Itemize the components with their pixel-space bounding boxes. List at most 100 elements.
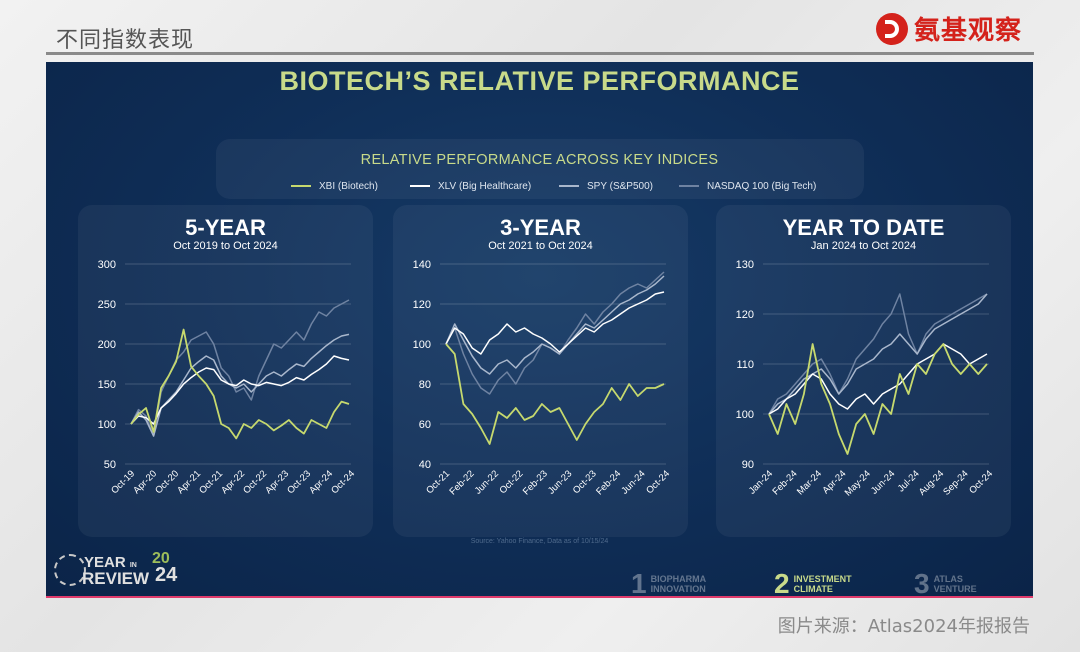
y-tick-label: 130 [736, 259, 754, 271]
slide-title: BIOTECH’S RELATIVE PERFORMANCE [279, 66, 800, 96]
legend-label: XBI (Biotech) [319, 180, 378, 192]
chart-subtitle: Jan 2024 to Oct 2024 [810, 240, 917, 252]
year-in-review-icon [54, 554, 86, 586]
chart-ytd: 90100110120130Jan-24Feb-24Mar-24Apr-24Ma… [736, 259, 995, 499]
x-tick-label: Mar-24 [795, 468, 824, 497]
y-tick-label: 120 [413, 299, 431, 311]
section-2-investment[interactable]: 2 INVESTMENT CLIMATE [774, 568, 852, 597]
series-line-xlv [130, 355, 350, 425]
legend-swatch [679, 185, 699, 187]
x-tick-label: Apr-22 [219, 468, 247, 496]
legend-item-spy: SPY (S&P500) [559, 179, 653, 193]
slide-bottom-accent [46, 596, 1033, 598]
y-tick-label: 60 [419, 419, 431, 431]
x-tick-label: Apr-23 [263, 468, 291, 496]
chart-panel-3-year: 3-YEAR Oct 2021 to Oct 2024 40 60 80 100 120… [393, 205, 688, 537]
y-tick-label: 120 [736, 309, 754, 321]
yir-line2: REVIEW [82, 569, 150, 588]
legend-label: XLV (Big Healthcare) [438, 180, 532, 192]
x-tick-label: Feb-24 [770, 468, 799, 497]
section-label-line1: INVESTMENT [793, 574, 852, 584]
series-line-spy [768, 293, 988, 415]
section-label: 不同指数表现 [56, 28, 195, 53]
header-rule [46, 52, 1034, 55]
x-tick-label: Oct-21 [424, 468, 452, 496]
y-tick-label: 90 [742, 459, 754, 471]
brand-name: 氨基观察 [913, 16, 1022, 46]
y-tick-label: 100 [736, 409, 754, 421]
yir-year-bottom: 24 [155, 564, 178, 586]
chart-subtitle: Oct 2019 to Oct 2024 [173, 240, 278, 252]
year-in-review-logo: YEAR IN REVIEW 20 24 [54, 550, 194, 592]
x-tick-label: Oct-22 [241, 468, 269, 496]
y-tick-label: 140 [413, 259, 431, 271]
yir-line1: YEAR IN [84, 554, 137, 571]
section-number: 3 [914, 568, 930, 597]
chart-5-year: 50100150200250300Oct-19Apr-20Oct-20Apr-2… [98, 259, 357, 496]
legend-item-xlv: XLV (Big Healthcare) [410, 179, 531, 193]
y-tick-label: 100 [98, 419, 116, 431]
legend-swatch [291, 185, 311, 187]
x-tick-label: Oct-24 [644, 468, 672, 496]
section-number: 2 [774, 568, 790, 597]
series-line-spy [445, 275, 665, 375]
brand-logo: 氨基观察 [875, 10, 1022, 47]
x-tick-label: Apr-20 [131, 468, 159, 496]
series-line-xbi [445, 343, 665, 445]
y-tick-label: 100 [413, 339, 431, 351]
section-1-biopharma[interactable]: 1 BIOPHARMA INNOVATION [631, 568, 707, 597]
y-tick-label: 250 [98, 299, 116, 311]
x-tick-label: Jun-24 [869, 468, 897, 496]
series-line-xbi [130, 328, 350, 440]
section-label: BIOPHARMA INNOVATION [651, 574, 707, 594]
y-tick-label: 300 [98, 259, 116, 271]
section-label-line2: INNOVATION [650, 584, 706, 594]
section-3-atlas[interactable]: 3 ATLAS VENTURE [914, 568, 977, 597]
image-credit: 图片来源：Atlas2024年报报告 [777, 616, 1030, 637]
section-label-line1: ATLAS [933, 574, 963, 584]
y-tick-label: 50 [104, 459, 116, 471]
x-tick-label: Oct-23 [285, 468, 313, 496]
series-line-nasdaq [768, 293, 988, 415]
chart-subtitle: Oct 2021 to Oct 2024 [488, 240, 593, 252]
y-tick-label: 200 [98, 339, 116, 351]
legend-swatch [559, 185, 579, 187]
legend-title: RELATIVE PERFORMANCE ACROSS KEY INDICES [360, 152, 719, 168]
x-tick-label: Jun-22 [473, 468, 501, 496]
section-label-line2: VENTURE [933, 584, 977, 594]
slide: BIOTECH’S RELATIVE PERFORMANCE RELATIVE … [46, 62, 1033, 596]
chart-3-year: 406080100120140Oct-21Feb-22Jun-22Oct-22F… [413, 259, 672, 497]
x-tick-label: Oct-24 [967, 468, 995, 496]
legend-box [216, 139, 864, 199]
x-tick-label: Oct-20 [153, 468, 181, 496]
chart-title: 3-YEAR [500, 215, 581, 240]
series-line-nasdaq [445, 271, 665, 395]
y-tick-label: 110 [736, 359, 754, 371]
legend-label: SPY (S&P500) [587, 180, 653, 192]
section-label: INVESTMENT CLIMATE [794, 574, 852, 594]
x-tick-label: Sep-24 [941, 468, 970, 497]
x-tick-label: Oct-24 [329, 468, 357, 496]
legend-label: NASDAQ 100 (Big Tech) [707, 180, 817, 192]
series-line-xlv [445, 291, 665, 355]
x-tick-label: Jun-23 [546, 468, 574, 496]
x-tick-label: Oct-23 [571, 468, 599, 496]
series-line-xbi [768, 343, 988, 455]
x-tick-label: Apr-24 [307, 468, 335, 496]
x-tick-label: Feb-23 [521, 468, 550, 497]
x-tick-label: Oct-21 [197, 468, 225, 496]
yir-year-word: YEAR [84, 554, 126, 571]
x-tick-label: Jun-24 [619, 468, 647, 496]
section-number: 1 [631, 568, 647, 597]
x-tick-label: Aug-24 [917, 468, 946, 497]
x-tick-label: Apr-21 [175, 468, 203, 496]
x-tick-label: Oct-22 [498, 468, 526, 496]
chart-title: 5-YEAR [185, 215, 266, 240]
yir-in-word: IN [129, 562, 137, 569]
y-tick-label: 40 [419, 459, 431, 471]
section-label-line2: CLIMATE [793, 584, 833, 594]
y-tick-label: 150 [98, 379, 116, 391]
section-label-line1: BIOPHARMA [650, 574, 707, 584]
chart-panel-5-year: 5-YEAR Oct 2019 to Oct 2024 50 100 150 200 2… [78, 205, 373, 537]
source-note: Source: Yahoo Finance, Data as of 10/15/… [470, 538, 609, 545]
